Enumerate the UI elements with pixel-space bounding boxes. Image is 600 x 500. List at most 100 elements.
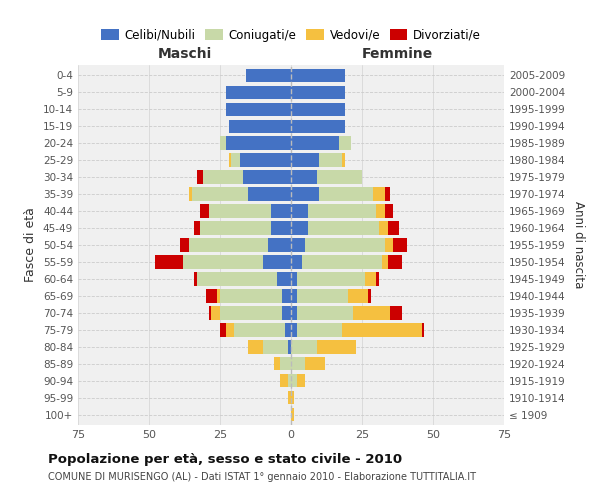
Bar <box>296 306 353 320</box>
Bar <box>291 408 294 422</box>
Bar <box>288 374 291 388</box>
Bar <box>382 256 388 268</box>
Bar <box>206 290 217 302</box>
Bar <box>305 357 325 370</box>
Bar <box>291 290 296 302</box>
Bar <box>305 238 385 252</box>
Bar <box>291 324 296 336</box>
Bar <box>317 340 356 353</box>
Bar <box>155 256 183 268</box>
Bar <box>245 68 291 82</box>
Bar <box>376 204 385 218</box>
Bar <box>317 170 362 183</box>
Bar <box>422 324 424 336</box>
Bar <box>348 290 368 302</box>
Text: Maschi: Maschi <box>157 48 212 62</box>
Y-axis label: Fasce di età: Fasce di età <box>25 208 37 282</box>
Bar <box>385 188 391 200</box>
Bar <box>353 306 391 320</box>
Bar <box>243 170 291 183</box>
Bar <box>296 374 305 388</box>
Bar <box>291 391 294 404</box>
Bar <box>342 154 345 166</box>
Bar <box>291 136 339 149</box>
Bar <box>373 188 385 200</box>
Bar <box>226 86 291 99</box>
Bar <box>291 154 319 166</box>
Bar <box>291 222 308 234</box>
Bar <box>234 324 286 336</box>
Bar <box>200 204 209 218</box>
Bar <box>226 102 291 116</box>
Bar <box>220 290 283 302</box>
Bar <box>302 256 382 268</box>
Bar <box>296 324 342 336</box>
Bar <box>308 222 379 234</box>
Bar <box>229 154 232 166</box>
Bar <box>291 86 345 99</box>
Bar <box>191 188 248 200</box>
Bar <box>296 272 365 285</box>
Bar <box>391 306 402 320</box>
Bar <box>263 340 288 353</box>
Bar <box>189 188 191 200</box>
Bar <box>280 357 291 370</box>
Bar <box>291 120 345 133</box>
Bar <box>283 290 291 302</box>
Bar <box>283 306 291 320</box>
Bar <box>393 238 407 252</box>
Bar <box>211 306 220 320</box>
Bar <box>274 357 280 370</box>
Bar <box>209 306 211 320</box>
Text: Femmine: Femmine <box>362 48 433 62</box>
Bar <box>189 238 268 252</box>
Bar <box>291 256 302 268</box>
Bar <box>291 68 345 82</box>
Bar <box>180 238 189 252</box>
Bar <box>388 222 399 234</box>
Bar <box>200 222 271 234</box>
Bar <box>291 188 319 200</box>
Bar <box>339 136 350 149</box>
Bar <box>229 120 291 133</box>
Bar <box>217 290 220 302</box>
Bar <box>194 222 200 234</box>
Bar <box>226 324 234 336</box>
Bar <box>291 272 296 285</box>
Bar <box>209 204 271 218</box>
Bar <box>385 204 393 218</box>
Bar <box>291 340 317 353</box>
Bar <box>263 256 291 268</box>
Bar <box>291 204 308 218</box>
Bar <box>385 238 393 252</box>
Bar <box>248 188 291 200</box>
Bar <box>376 272 379 285</box>
Bar <box>365 272 376 285</box>
Y-axis label: Anni di nascita: Anni di nascita <box>572 202 585 288</box>
Bar <box>203 170 243 183</box>
Bar <box>296 290 348 302</box>
Bar <box>248 340 263 353</box>
Bar <box>277 272 291 285</box>
Bar <box>291 170 317 183</box>
Bar <box>291 238 305 252</box>
Bar <box>368 290 371 302</box>
Bar <box>232 154 240 166</box>
Bar <box>220 306 283 320</box>
Bar <box>240 154 291 166</box>
Bar <box>271 204 291 218</box>
Text: COMUNE DI MURISENGO (AL) - Dati ISTAT 1° gennaio 2010 - Elaborazione TUTTITALIA.: COMUNE DI MURISENGO (AL) - Dati ISTAT 1°… <box>48 472 476 482</box>
Bar <box>280 374 288 388</box>
Bar <box>220 136 226 149</box>
Bar <box>319 188 373 200</box>
Bar <box>220 324 226 336</box>
Bar <box>319 154 342 166</box>
Bar <box>388 256 402 268</box>
Bar <box>286 324 291 336</box>
Bar <box>288 391 291 404</box>
Text: Popolazione per età, sesso e stato civile - 2010: Popolazione per età, sesso e stato civil… <box>48 452 402 466</box>
Bar <box>291 306 296 320</box>
Bar <box>342 324 422 336</box>
Bar <box>197 170 203 183</box>
Bar <box>194 272 197 285</box>
